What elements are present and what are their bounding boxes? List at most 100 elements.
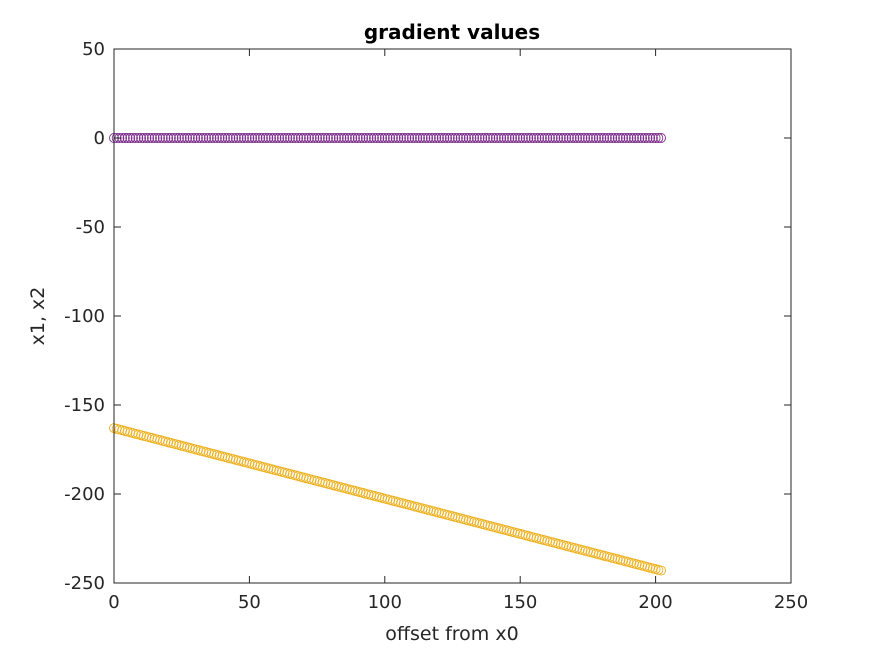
data-point (488, 133, 499, 143)
data-point (130, 133, 141, 143)
data-point (122, 133, 133, 143)
data-point (561, 133, 572, 143)
data-point (620, 133, 631, 143)
data-point (466, 133, 477, 143)
data-point (331, 133, 342, 143)
series-2 (109, 423, 666, 576)
data-point (626, 133, 637, 143)
data-point (344, 133, 355, 143)
data-point (306, 133, 317, 143)
data-point (553, 133, 564, 143)
data-point (504, 133, 515, 143)
data-point (369, 133, 379, 143)
data-point (534, 133, 545, 143)
data-point (612, 133, 623, 143)
data-point (599, 133, 610, 143)
data-point (471, 133, 482, 143)
data-point (276, 133, 287, 143)
data-point (463, 133, 474, 143)
data-point (382, 133, 393, 143)
data-point (377, 133, 388, 143)
data-point (387, 133, 398, 143)
data-point (485, 133, 496, 143)
data-point (480, 133, 490, 143)
data-point (249, 133, 260, 143)
data-point (203, 133, 214, 143)
data-point (406, 133, 417, 143)
data-point (425, 133, 436, 143)
data-point (168, 133, 179, 143)
data-point (650, 133, 661, 143)
y-tick-label: -50 (76, 217, 105, 238)
data-point (417, 133, 428, 143)
data-point (198, 133, 209, 143)
data-point (645, 133, 656, 143)
data-point (499, 133, 509, 143)
data-point (566, 133, 577, 143)
data-point (184, 133, 195, 143)
data-point (165, 133, 176, 143)
data-point (520, 133, 531, 143)
data-point (515, 133, 526, 143)
plot-area (114, 49, 791, 583)
data-point (393, 133, 404, 143)
data-point (314, 133, 325, 143)
data-point (423, 133, 434, 143)
data-point (634, 133, 645, 143)
data-point (268, 133, 279, 143)
x-axis-label: offset from x0 (385, 623, 518, 645)
data-point (312, 133, 323, 143)
data-point (144, 133, 155, 143)
data-point (647, 133, 658, 143)
data-point (257, 133, 268, 143)
data-point (217, 133, 228, 143)
y-tick-label: -100 (64, 306, 105, 327)
data-point (341, 133, 352, 143)
data-point (545, 133, 555, 143)
data-point (653, 133, 664, 143)
data-point (474, 133, 485, 143)
data-point (244, 133, 255, 143)
data-point (558, 133, 569, 143)
data-point (239, 133, 249, 143)
data-point (401, 133, 412, 143)
data-point (233, 133, 244, 143)
data-point (379, 133, 390, 143)
y-tick-label: -200 (64, 484, 105, 505)
data-point (163, 133, 174, 143)
data-point (628, 133, 639, 143)
y-tick-label: -250 (64, 573, 105, 594)
data-point (458, 133, 469, 143)
data-point (601, 133, 612, 143)
data-point (220, 133, 230, 143)
data-point (298, 133, 309, 143)
data-point (141, 133, 152, 143)
data-point (260, 133, 271, 143)
data-point (201, 133, 212, 143)
data-point (656, 565, 666, 576)
data-point (309, 133, 320, 143)
data-point (222, 133, 233, 143)
data-point (523, 133, 534, 143)
data-point (447, 133, 458, 143)
data-point (230, 133, 241, 143)
data-point (111, 133, 122, 143)
data-point (639, 133, 650, 143)
data-point (271, 133, 282, 143)
data-point (642, 133, 653, 143)
data-point (517, 133, 528, 143)
data-point (536, 133, 547, 143)
x-tick-label: 100 (368, 592, 402, 613)
data-point (431, 133, 442, 143)
data-point (542, 133, 553, 143)
data-point (195, 133, 206, 143)
data-point (328, 133, 339, 143)
data-point (550, 133, 561, 143)
data-point (623, 133, 634, 143)
data-point (363, 133, 374, 143)
data-point (355, 133, 366, 143)
chart-title: gradient values (364, 20, 540, 44)
data-point (155, 133, 165, 143)
data-point (555, 133, 566, 143)
data-point (211, 133, 222, 143)
